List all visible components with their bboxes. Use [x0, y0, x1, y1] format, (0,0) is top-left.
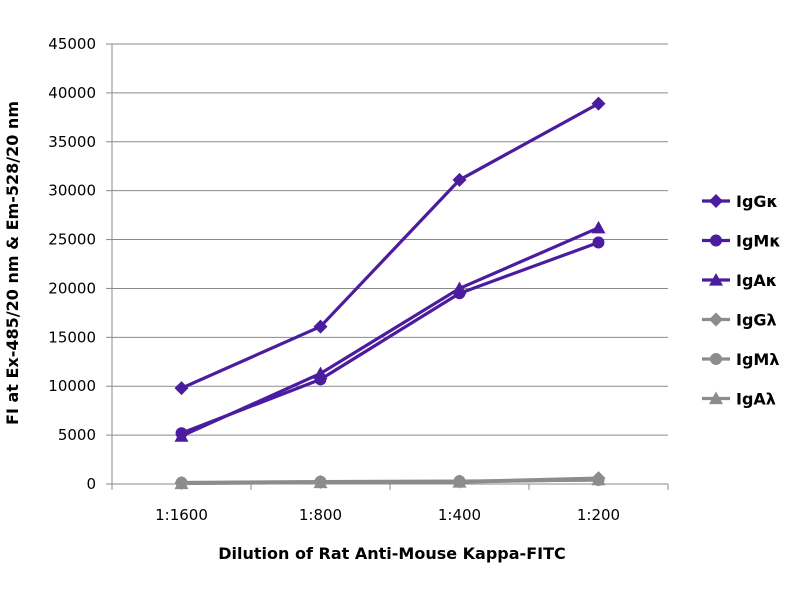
y-tick-label: 5000 [58, 426, 96, 444]
y-tick-label: 30000 [48, 182, 96, 200]
x-tick-labels: 1:1600 1:800 1:400 1:200 [155, 506, 620, 524]
y-tick-label: 10000 [48, 377, 96, 395]
data-point [591, 96, 606, 111]
data-point [313, 319, 328, 334]
legend-label: IgGλ [736, 311, 777, 330]
legend-label: IgAλ [736, 390, 776, 409]
x-tick-label: 1:800 [299, 506, 342, 524]
series-line [181, 476, 599, 485]
legend-item: IgGλ [702, 311, 777, 330]
y-tick-label: 40000 [48, 84, 96, 102]
data-point [174, 381, 189, 396]
series-line [180, 226, 600, 438]
data-point [313, 475, 328, 490]
legend-marker [709, 391, 723, 405]
series-line [180, 240, 600, 435]
series-line [180, 102, 600, 390]
legend-item: IgAκ [702, 271, 777, 290]
series-lines [174, 96, 606, 491]
legend-item: IgAλ [702, 390, 776, 409]
x-axis-title: Dilution of Rat Anti-Mouse Kappa-FITC [218, 544, 565, 563]
legend-label: IgMλ [736, 350, 779, 369]
y-tick-label: 0 [86, 475, 96, 493]
data-point [314, 373, 327, 386]
legend-marker [710, 234, 722, 247]
y-tick-label: 15000 [48, 328, 96, 346]
legend-item: IgMκ [702, 232, 781, 251]
series-igm-1 [175, 236, 605, 440]
y-tick-label: 25000 [48, 231, 96, 249]
y-axis-title: FI at Ex-485/20 nm & Em-528/20 nm [3, 101, 22, 425]
data-point [453, 287, 466, 300]
data-point [175, 427, 188, 440]
data-point [452, 172, 467, 187]
legend-label: IgGκ [736, 192, 778, 211]
data-point [592, 236, 605, 249]
legend-item: IgGκ [702, 192, 778, 211]
legend-label: IgMκ [736, 232, 781, 251]
data-point [591, 471, 606, 486]
legend: IgGκ IgMκ IgAκ IgGλ IgMλ IgAλ [702, 192, 781, 409]
y-tick-label: 20000 [48, 279, 96, 297]
series-igg-3 [174, 471, 606, 491]
legend-label: IgAκ [736, 271, 777, 290]
x-tick-label: 1:1600 [155, 506, 208, 524]
series-igg-0 [174, 96, 606, 396]
y-tick-label: 45000 [48, 35, 96, 53]
legend-marker [710, 353, 722, 365]
legend-marker [709, 194, 723, 208]
x-tick-label: 1:400 [438, 506, 481, 524]
legend-marker [709, 312, 723, 327]
y-tick-label: 35000 [48, 133, 96, 151]
data-point [591, 220, 606, 234]
data-point [174, 476, 189, 491]
data-point [452, 474, 467, 489]
y-tick-labels: 0 5000 10000 15000 20000 25000 30000 35000 40000… [48, 35, 96, 493]
legend-item: IgMλ [702, 350, 779, 369]
legend-marker [709, 273, 723, 286]
x-tick-label: 1:200 [577, 506, 620, 524]
gridlines [112, 43, 668, 436]
